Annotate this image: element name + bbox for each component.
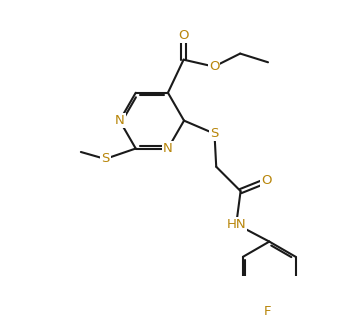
Text: O: O xyxy=(262,174,272,187)
Text: O: O xyxy=(178,29,189,42)
Text: S: S xyxy=(101,152,109,165)
Text: O: O xyxy=(209,60,219,73)
Text: N: N xyxy=(163,142,173,155)
Text: F: F xyxy=(264,305,271,315)
Text: HN: HN xyxy=(226,218,246,231)
Text: N: N xyxy=(115,114,125,127)
Text: S: S xyxy=(210,127,219,140)
